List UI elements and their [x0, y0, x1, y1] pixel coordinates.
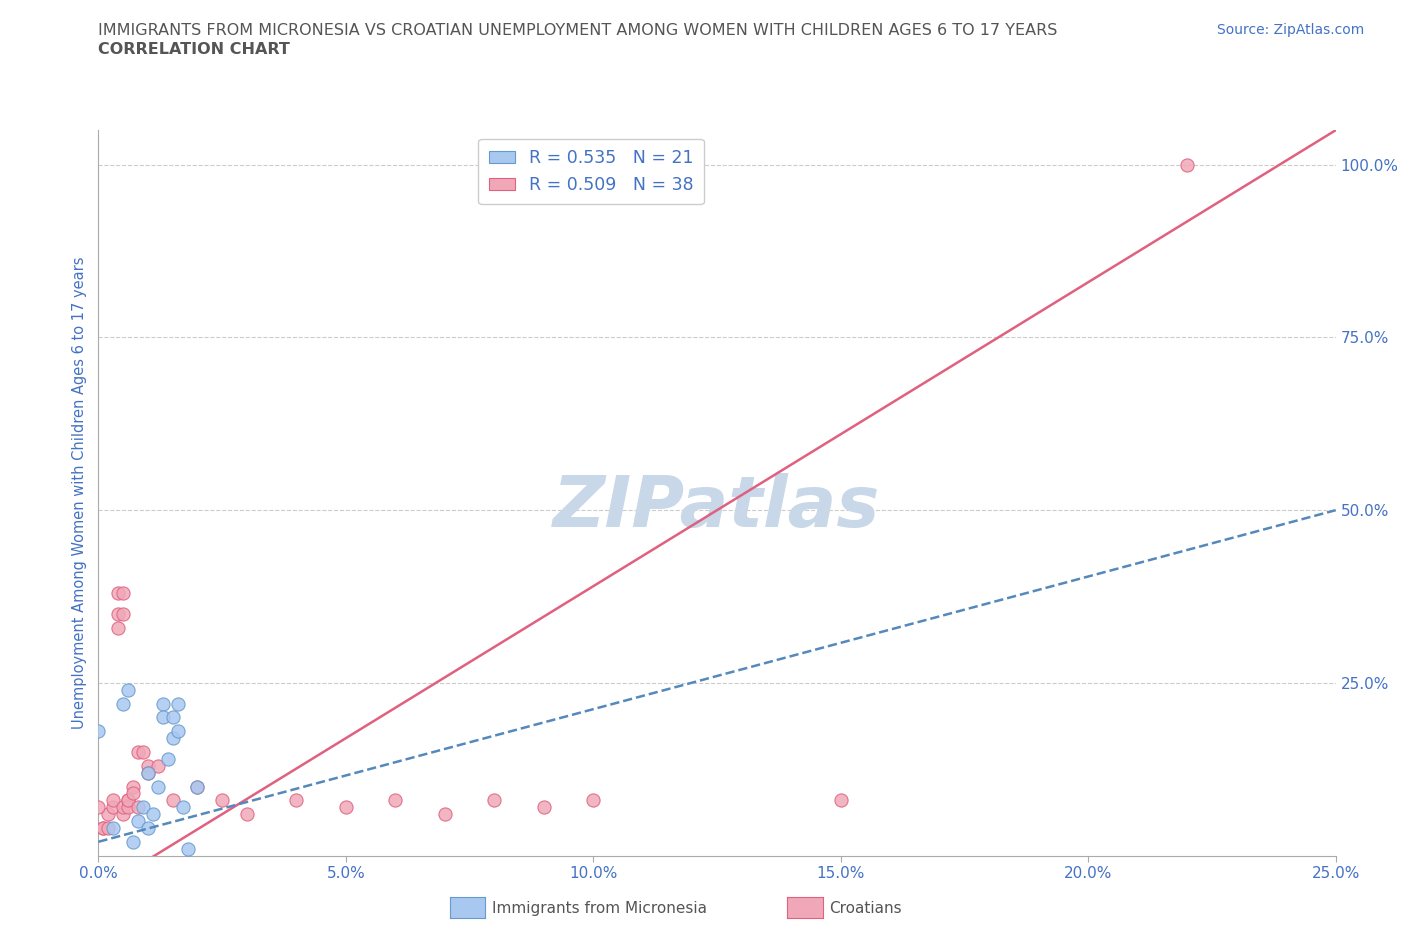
Point	[533, 800, 555, 815]
Point	[112, 606, 135, 621]
Point	[122, 834, 145, 849]
Point	[142, 806, 165, 821]
Point	[136, 820, 159, 835]
Point	[117, 793, 139, 808]
Text: Immigrants from Micronesia: Immigrants from Micronesia	[492, 901, 707, 916]
Point	[97, 806, 120, 821]
Point	[162, 731, 184, 746]
Point	[122, 786, 145, 801]
Point	[484, 793, 506, 808]
Text: Source: ZipAtlas.com: Source: ZipAtlas.com	[1216, 23, 1364, 37]
Point	[433, 806, 456, 821]
Point	[97, 820, 120, 835]
Text: IMMIGRANTS FROM MICRONESIA VS CROATIAN UNEMPLOYMENT AMONG WOMEN WITH CHILDREN AG: IMMIGRANTS FROM MICRONESIA VS CROATIAN U…	[98, 23, 1057, 38]
Point	[136, 758, 159, 773]
Point	[136, 765, 159, 780]
Point	[112, 806, 135, 821]
Point	[162, 710, 184, 724]
Text: ZIPatlas: ZIPatlas	[554, 473, 880, 542]
Point	[830, 793, 852, 808]
Point	[122, 779, 145, 794]
Point	[236, 806, 259, 821]
Y-axis label: Unemployment Among Women with Children Ages 6 to 17 years: Unemployment Among Women with Children A…	[72, 257, 87, 729]
Point	[1175, 157, 1198, 172]
Point	[384, 793, 406, 808]
Point	[107, 606, 129, 621]
Point	[117, 793, 139, 808]
Point	[162, 793, 184, 808]
Point	[132, 745, 155, 760]
Point	[152, 710, 174, 724]
Point	[117, 800, 139, 815]
Point	[87, 724, 110, 738]
Point	[166, 724, 188, 738]
Point	[87, 800, 110, 815]
Point	[127, 814, 149, 829]
Point	[103, 793, 125, 808]
Point	[152, 697, 174, 711]
Point	[132, 800, 155, 815]
Point	[335, 800, 357, 815]
Point	[166, 697, 188, 711]
Point	[136, 765, 159, 780]
Point	[127, 800, 149, 815]
Point	[93, 820, 115, 835]
Point	[112, 586, 135, 601]
Point	[285, 793, 308, 808]
Text: CORRELATION CHART: CORRELATION CHART	[98, 42, 290, 57]
Legend: R = 0.535   N = 21, R = 0.509   N = 38: R = 0.535 N = 21, R = 0.509 N = 38	[478, 139, 703, 205]
Point	[107, 620, 129, 635]
Point	[127, 745, 149, 760]
Point	[112, 800, 135, 815]
Point	[103, 820, 125, 835]
Point	[582, 793, 605, 808]
Point	[186, 779, 208, 794]
Point	[186, 779, 208, 794]
Point	[117, 683, 139, 698]
Point	[93, 820, 115, 835]
Point	[211, 793, 233, 808]
Point	[156, 751, 179, 766]
Point	[176, 842, 198, 857]
Point	[107, 586, 129, 601]
Point	[172, 800, 194, 815]
Point	[146, 758, 169, 773]
Point	[146, 779, 169, 794]
Point	[103, 800, 125, 815]
Text: Croatians: Croatians	[830, 901, 903, 916]
Point	[112, 697, 135, 711]
